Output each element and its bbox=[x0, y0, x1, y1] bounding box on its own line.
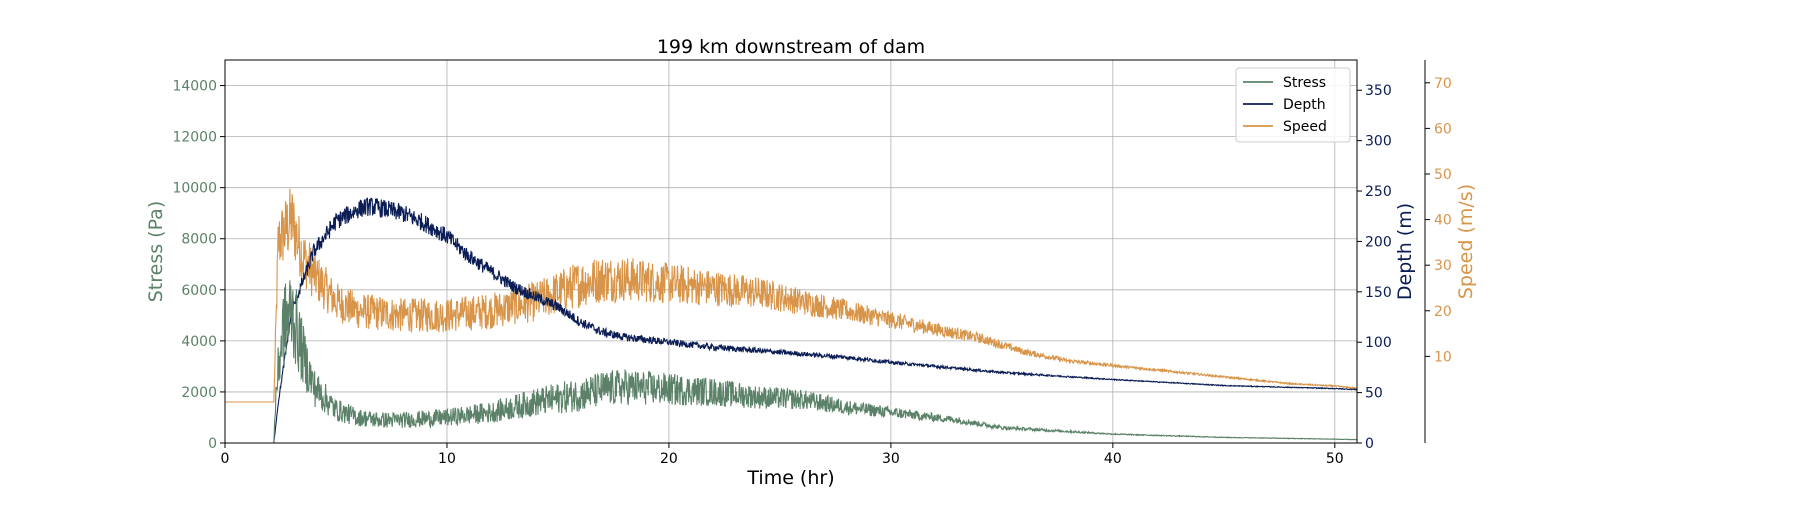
speed-axis-tick-label: 10 bbox=[1434, 349, 1452, 365]
series-depth-line bbox=[225, 197, 1358, 444]
stress-axis-tick-label: 8000 bbox=[181, 232, 217, 248]
speed-axis-label: Speed (m/s) bbox=[1455, 184, 1477, 299]
depth-axis-tick-label: 50 bbox=[1365, 386, 1383, 402]
stress-axis-tick-label: 10000 bbox=[172, 181, 217, 197]
depth-axis-tick-label: 300 bbox=[1365, 134, 1392, 150]
stress-axis-tick-label: 0 bbox=[208, 436, 217, 452]
stress-axis-tick-label: 12000 bbox=[172, 130, 217, 146]
stress-axis-tick-label: 2000 bbox=[181, 385, 217, 401]
chart-title: 199 km downstream of dam bbox=[657, 36, 925, 58]
x-tick-label: 30 bbox=[882, 451, 900, 467]
series-stress-line bbox=[225, 280, 1357, 444]
legend-label-speed: Speed bbox=[1283, 119, 1327, 135]
plot-frame bbox=[224, 59, 1358, 444]
speed-axis-tick-label: 40 bbox=[1434, 213, 1452, 229]
x-tick-label: 10 bbox=[438, 451, 456, 467]
legend-label-depth: Depth bbox=[1283, 97, 1326, 113]
speed-axis-tick-label: 30 bbox=[1434, 258, 1452, 274]
grid-layer bbox=[224, 60, 1357, 444]
x-tick-label: 0 bbox=[221, 451, 230, 467]
depth-axis-tick-label: 350 bbox=[1365, 83, 1392, 99]
speed-axis-tick-label: 50 bbox=[1434, 167, 1452, 183]
speed-axis-tick-label: 70 bbox=[1434, 76, 1452, 92]
depth-axis-tick-label: 100 bbox=[1365, 335, 1392, 351]
speed-axis-tick-label: 20 bbox=[1434, 304, 1452, 320]
stress-axis-tick-label: 4000 bbox=[181, 334, 217, 350]
x-axis-label: Time (hr) bbox=[746, 467, 834, 489]
x-tick-label: 50 bbox=[1326, 451, 1344, 467]
depth-axis-tick-label: 150 bbox=[1365, 285, 1392, 301]
stress-axis-tick-label: 6000 bbox=[181, 283, 217, 299]
legend-label-stress: Stress bbox=[1283, 75, 1326, 91]
depth-axis-tick-label: 0 bbox=[1365, 436, 1374, 452]
x-tick-label: 20 bbox=[660, 451, 678, 467]
legend: Stress Depth Speed bbox=[1235, 67, 1351, 143]
depth-axis-tick-label: 250 bbox=[1365, 184, 1392, 200]
depth-axis-tick-label: 200 bbox=[1365, 234, 1392, 250]
axes-layer: 0 10 20 30 40 5002000400060008000100001200014… bbox=[145, 60, 1477, 467]
speed-axis-tick-label: 60 bbox=[1434, 121, 1452, 137]
series-speed-line bbox=[225, 188, 1358, 403]
x-tick-label: 40 bbox=[1104, 451, 1122, 467]
legend-box bbox=[1235, 67, 1351, 143]
stress-axis-label: Stress (Pa) bbox=[145, 201, 167, 303]
stress-axis-tick-label: 14000 bbox=[172, 79, 217, 95]
depth-axis-label: Depth (m) bbox=[1394, 203, 1416, 300]
series-layer bbox=[225, 188, 1358, 444]
